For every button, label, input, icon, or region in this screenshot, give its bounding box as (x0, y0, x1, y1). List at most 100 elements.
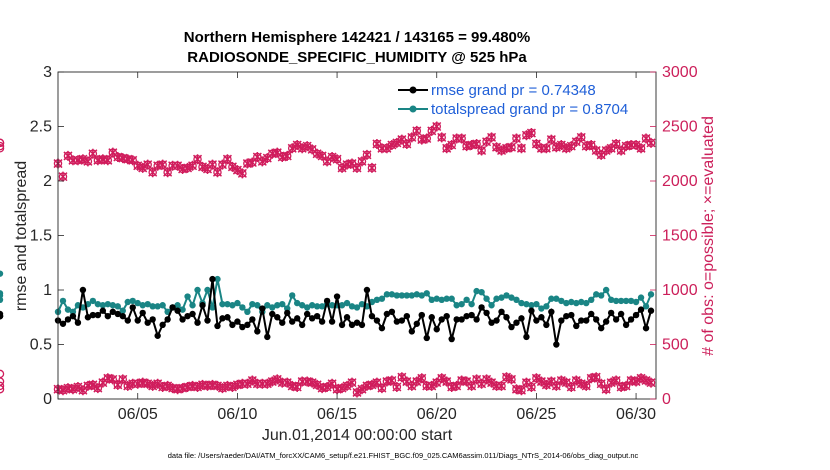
rmse-point (622, 321, 630, 329)
evaluated-obs-cross (646, 377, 656, 388)
evaluated-obs-point (596, 378, 606, 389)
totalspread-point (488, 302, 495, 309)
possible-obs-point (212, 167, 222, 178)
rmse-point (269, 310, 276, 318)
obs-count-layer (0, 122, 656, 398)
rmse-point (383, 310, 391, 318)
possible-obs-cross (292, 140, 302, 151)
evaluated-obs-cross (272, 374, 282, 385)
possible-obs-cross (327, 152, 337, 163)
possible-obs-cross (133, 160, 143, 171)
totalspread-point (149, 303, 156, 310)
rmse-point (453, 316, 460, 323)
possible-obs-point (78, 154, 88, 165)
evaluated-obs-cross (412, 376, 422, 387)
possible-obs-cross (601, 145, 611, 156)
evaluated-obs-cross (88, 379, 98, 390)
possible-obs-point (541, 143, 551, 154)
y-right-tick-label: 2500 (662, 119, 698, 136)
evaluated-obs-cross (153, 378, 163, 389)
totalspread-point (433, 295, 440, 302)
totalspread-point (134, 299, 141, 307)
evaluated-obs-cross (68, 384, 78, 395)
totalspread-point (597, 292, 605, 299)
possible-obs-point (148, 167, 158, 178)
possible-obs-point (477, 145, 487, 156)
evaluated-obs-point (526, 382, 536, 393)
evaluated-obs-point (262, 378, 272, 389)
possible-obs-point (193, 154, 203, 165)
totalspread-point (109, 302, 117, 309)
rmse-point (119, 312, 126, 320)
rmse-point (358, 321, 366, 329)
totalspread-point (607, 296, 615, 304)
possible-obs-point (457, 133, 467, 144)
possible-obs-point (158, 159, 168, 170)
possible-obs-cross (472, 138, 482, 149)
evaluated-obs-point (496, 380, 507, 391)
possible-obs-cross (631, 140, 641, 151)
evaluated-obs-cross (282, 377, 292, 388)
evaluated-obs-point (591, 372, 601, 383)
possible-obs-point (237, 168, 247, 179)
metric-lines-layer (0, 270, 655, 348)
totalspread-point (573, 299, 580, 307)
evaluated-obs-cross (262, 378, 272, 389)
possible-obs-point (0, 145, 5, 153)
totalspread-point (558, 297, 565, 305)
y-left-tick-label: 3 (43, 64, 52, 81)
possible-obs-cross (193, 154, 203, 165)
possible-obs-cross (183, 162, 193, 173)
evaluated-obs-point (417, 373, 427, 384)
possible-obs-cross (237, 168, 247, 179)
legend-rmse-label: rmse grand pr = 0.74348 (431, 82, 596, 99)
rmse-point (114, 310, 122, 318)
possible-obs-point (197, 161, 208, 172)
evaluated-obs-point (467, 380, 477, 391)
evaluated-obs-cross (467, 380, 477, 391)
totalspread-point (647, 291, 655, 298)
rmse-point (234, 318, 241, 325)
rmse-point (199, 302, 206, 309)
rmse-point (573, 322, 580, 330)
rmse-point (403, 312, 411, 320)
evaluated-obs-point (0, 382, 5, 391)
possible-obs-cross (148, 167, 158, 178)
totalspread-point (254, 302, 261, 309)
totalspread-point (219, 300, 226, 308)
rmse-point (483, 309, 490, 317)
evaluated-obs-cross (342, 380, 352, 391)
totalspread-point (493, 295, 500, 302)
possible-obs-point (472, 138, 482, 149)
totalspread-point (129, 297, 136, 305)
rmse-point (583, 317, 590, 324)
rmse-point (254, 328, 261, 335)
evaluated-obs-point (292, 382, 302, 393)
y-right-tick-label: 3000 (662, 64, 698, 81)
possible-obs-point (103, 155, 113, 166)
possible-obs-cross (357, 156, 367, 167)
evaluated-obs-cross (506, 374, 517, 385)
possible-obs-cross (442, 143, 452, 154)
rmse-point (513, 319, 520, 326)
rmse-point (498, 308, 505, 315)
totalspread-point (0, 270, 4, 277)
possible-obs-cross (158, 159, 168, 170)
x-axis-label: Jun.01,2014 00:00:00 start (262, 427, 453, 444)
evaluated-obs-point (0, 384, 5, 394)
evaluated-obs-cross (193, 382, 203, 393)
evaluated-obs-circle (0, 384, 5, 394)
rmse-point (637, 306, 645, 313)
rmse-point (368, 312, 376, 320)
possible-obs-cross (422, 133, 432, 144)
rmse-point (174, 307, 181, 314)
y-left-tick-label: 0 (43, 391, 52, 408)
rmse-point (89, 311, 97, 319)
rmse-point (607, 309, 615, 317)
possible-obs-point (447, 140, 457, 151)
possible-obs-cross (222, 154, 232, 165)
y-left-tick-label: 2 (43, 173, 52, 190)
rmse-point (109, 308, 117, 315)
rmse-point (548, 308, 555, 315)
axis-ticks-layer: 0 0.5 1 1.5 2 2.5 3 0 500 1000 1500 2000 2500 3000 06/… (30, 64, 698, 423)
